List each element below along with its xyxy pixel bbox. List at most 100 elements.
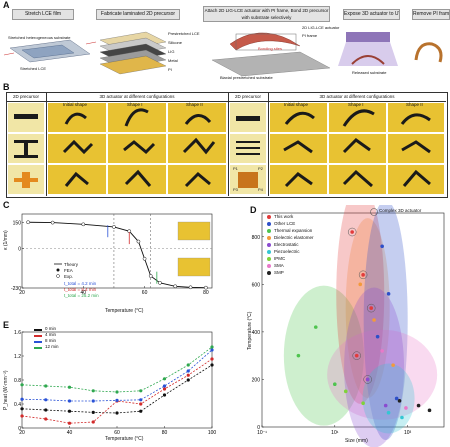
label-pi-frame: PI frame — [302, 33, 318, 38]
header-2d-precursor-right: 2D precursor — [234, 94, 261, 99]
c-xlabel: Temperature (°C) — [105, 308, 144, 314]
e-data-point — [139, 389, 143, 393]
c-data-point — [136, 239, 141, 244]
d-legend-marker — [267, 229, 271, 233]
c-data-point — [148, 274, 153, 278]
panel-b-header-line — [6, 101, 446, 102]
d-point — [372, 318, 376, 322]
d-xtick-label: 10³ — [404, 430, 412, 436]
label-prestretched-lce: Prestretched LCE — [168, 31, 200, 36]
thumb-l1-shape1 — [108, 103, 166, 132]
e-data-point — [20, 414, 24, 418]
d-point — [296, 353, 301, 358]
c-legend-theory: Theory — [64, 262, 79, 267]
e-data-point — [67, 421, 72, 425]
e-data-point — [162, 393, 167, 397]
thumb-l2-initial — [48, 134, 106, 163]
panel-label-c: C — [3, 200, 10, 210]
e-data-point — [67, 399, 72, 403]
e-legend-marker — [34, 347, 42, 349]
thumb-r1-shape2 — [388, 103, 444, 132]
d-point — [386, 410, 391, 415]
step-2: Fabricate laminated 2D precursor — [96, 9, 180, 20]
d-point — [400, 415, 404, 420]
c-inset-photo-2 — [177, 257, 211, 277]
c-rate-1: t_total = 4.2 min — [64, 281, 97, 286]
d-legend-marker — [267, 215, 271, 219]
e-data-point — [162, 387, 167, 391]
e-xlabel: Temperature (°C) — [105, 436, 144, 442]
label-stretched-lce: Stretched LCE — [20, 66, 47, 71]
d-ytick-label: 600 — [252, 282, 261, 288]
d-legend-label: Dielectric elastomer — [274, 235, 314, 240]
d-region-1 — [283, 285, 364, 426]
d-region-5 — [344, 287, 405, 447]
thumb-l3-shape1 — [108, 165, 166, 194]
d-ytick-label: 800 — [252, 235, 261, 241]
label-bonding-sites: Bonding sites — [258, 46, 283, 51]
c-ytick-label: 0 — [18, 246, 21, 252]
step-1: Stretch LCE film — [12, 9, 74, 20]
e-data-point — [67, 385, 72, 389]
e-legend-marker — [34, 335, 42, 337]
mark-p4: P4 — [258, 187, 263, 192]
c-data-point — [112, 225, 116, 229]
d-point — [404, 406, 408, 410]
d-point — [358, 282, 363, 287]
d-point — [333, 382, 337, 386]
thumb-l3-shape2 — [168, 165, 226, 194]
c-data-point — [81, 222, 86, 227]
d-point — [313, 325, 318, 329]
e-data-point — [44, 408, 48, 412]
label-lce-actuator: 2D LIG-LCE actuator — [302, 25, 340, 30]
e-data-point — [91, 420, 95, 424]
d-legend-label: SMP — [274, 270, 284, 275]
panel-b-divider-1 — [46, 92, 47, 196]
thumb-l3-initial — [48, 165, 106, 194]
sub-l-shape1: Shape I — [127, 102, 143, 107]
d-complex-label: Complex 3D actuator — [379, 208, 422, 213]
e-legend-marker — [34, 329, 42, 331]
d-legend-marker — [267, 271, 271, 275]
d-legend-label: Other LCE — [274, 221, 296, 226]
e-data-point — [186, 363, 190, 367]
d-legend-marker — [267, 243, 271, 247]
thumb-r2-shape2 — [388, 134, 444, 163]
e-data-point — [162, 384, 167, 388]
d-region-0 — [345, 218, 390, 399]
c-xtick-label: 80 — [203, 290, 209, 296]
thumb-r3-shape1 — [329, 165, 386, 194]
d-ytick-label: 0 — [257, 425, 260, 431]
c-inset-photo-1 — [177, 221, 211, 241]
c-data-point — [204, 285, 208, 290]
e-xtick-label: 80 — [162, 430, 168, 436]
panel-a-illustration — [3, 31, 443, 77]
step-4: Expose 3D actuator to UV — [343, 9, 400, 20]
d-point — [380, 349, 384, 353]
panel-b-samples — [14, 108, 431, 188]
d-point — [394, 396, 399, 401]
d-complex-ring — [366, 303, 376, 313]
d-point — [416, 403, 421, 408]
c-xtick-label: 20 — [19, 290, 25, 296]
e-data-point — [44, 417, 48, 421]
c-data-point — [158, 280, 162, 285]
panel-c-chart: 20 40 60 80 150 0 -230 — [11, 213, 213, 296]
d-legend-marker — [267, 236, 271, 240]
d-plot-frame — [261, 212, 445, 428]
label-pi: PI — [168, 67, 172, 72]
c-rate-2: t_total = 8.4 min — [64, 287, 97, 292]
d-point — [361, 273, 365, 277]
d-point — [386, 292, 391, 296]
e-data-point — [115, 411, 119, 415]
e-legend-label: 12 min — [45, 344, 59, 349]
e-data-point — [20, 383, 24, 387]
e-series-line — [21, 346, 213, 393]
e-series-line — [21, 358, 213, 424]
label-stretched-hetero: Stretched heterogeneous substrate — [8, 35, 71, 40]
e-data-point — [210, 357, 214, 361]
d-point — [375, 334, 380, 339]
d-legend-label: IPMC — [274, 256, 286, 261]
e-data-point — [210, 363, 214, 367]
header-3d-left: 3D actuator at different configurations — [99, 94, 175, 99]
